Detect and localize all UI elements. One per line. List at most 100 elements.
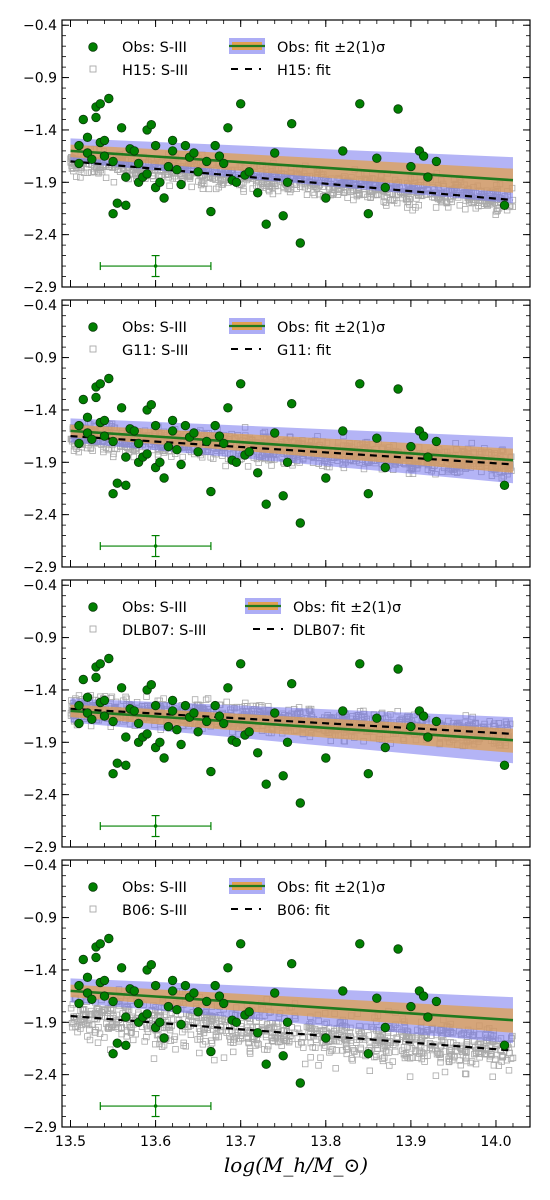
- model-point: [187, 1013, 195, 1020]
- model-point: [432, 1072, 440, 1079]
- model-point: [101, 1034, 108, 1041]
- model-point: [202, 696, 210, 703]
- obs-point: [287, 399, 297, 409]
- model-point: [70, 1020, 77, 1027]
- obs-point: [338, 986, 348, 996]
- model-point: [343, 1050, 350, 1058]
- obs-point: [108, 489, 118, 499]
- model-point: [411, 1041, 419, 1048]
- model-point: [160, 1024, 168, 1032]
- model-point: [330, 1038, 338, 1045]
- model-point: [102, 1006, 109, 1014]
- obs-point: [406, 1001, 416, 1012]
- model-point: [203, 1017, 211, 1024]
- obs-point: [372, 713, 382, 723]
- model-point: [170, 1016, 177, 1023]
- y-tick-label: −1.9: [23, 735, 57, 751]
- model-point: [489, 1073, 496, 1080]
- model-point: [104, 1025, 112, 1032]
- obs-point: [355, 99, 365, 109]
- model-point: [315, 190, 323, 198]
- model-point: [255, 459, 262, 466]
- obs-point: [176, 1019, 186, 1030]
- model-point: [244, 1035, 252, 1042]
- model-point: [452, 1048, 460, 1055]
- model-point: [258, 180, 266, 187]
- model-point: [415, 201, 422, 209]
- model-point: [166, 182, 173, 189]
- model-point: [437, 196, 444, 204]
- obs-point: [121, 480, 131, 491]
- model-point: [158, 1043, 166, 1050]
- model-point: [374, 1045, 381, 1052]
- obs-point: [261, 779, 271, 789]
- obs-point: [167, 426, 178, 436]
- obs-point: [253, 188, 263, 198]
- obs-point: [74, 980, 84, 991]
- obs-point: [355, 659, 365, 669]
- model-point: [195, 178, 202, 185]
- obs-fit-line: [70, 709, 514, 742]
- model-point: [77, 174, 84, 181]
- obs-point: [112, 1038, 123, 1048]
- obs-point: [418, 991, 429, 1001]
- obs-point: [218, 718, 229, 729]
- model-point: [401, 1054, 409, 1062]
- obs-point: [99, 711, 110, 721]
- obs-point: [129, 426, 140, 436]
- obs-point: [87, 714, 97, 725]
- obs-point: [172, 164, 182, 175]
- obs-point: [163, 1001, 174, 1012]
- obs-point: [180, 140, 191, 151]
- model-point: [499, 1053, 507, 1060]
- obs-point: [189, 148, 199, 158]
- model-point: [400, 1044, 408, 1051]
- model-point: [434, 1049, 442, 1057]
- obs-point: [393, 664, 403, 674]
- model-point: [229, 1048, 237, 1056]
- model-point: [219, 181, 226, 188]
- y-tick-label: −2.9: [23, 840, 57, 856]
- obs-point: [108, 769, 118, 779]
- obs-point: [172, 445, 182, 455]
- model-point: [327, 1047, 335, 1055]
- obs-point: [223, 123, 233, 133]
- obs-point: [270, 148, 280, 158]
- obs-point: [189, 708, 199, 718]
- obs-point: [142, 1009, 152, 1019]
- model-point: [265, 1042, 272, 1050]
- model-point: [329, 1046, 336, 1053]
- model-point: [300, 1044, 307, 1051]
- obs-point: [176, 179, 186, 190]
- x-tick-label: 13.9: [395, 1134, 426, 1150]
- obs-point: [142, 729, 152, 739]
- model-point: [462, 205, 469, 213]
- model-point: [348, 1055, 355, 1062]
- obs-point: [155, 177, 165, 188]
- model-point: [180, 1042, 187, 1049]
- model-point: [509, 203, 516, 210]
- obs-point: [235, 99, 246, 109]
- obs-point: [206, 766, 216, 777]
- obs-point: [74, 140, 84, 151]
- model-point: [451, 1052, 458, 1060]
- obs-point: [338, 706, 348, 716]
- model-point: [94, 1005, 101, 1012]
- legend: Obs: S-III B06: S-III Obs: fit ±2(1)σ B06: …: [88, 878, 385, 919]
- model-point: [127, 1024, 134, 1031]
- obs-point: [163, 161, 174, 172]
- obs-point: [295, 238, 306, 248]
- obs-point: [133, 718, 144, 729]
- obs-fit-line: [70, 429, 514, 462]
- obs-fit-line: [70, 149, 514, 182]
- model-point: [493, 1051, 500, 1059]
- model-point: [240, 188, 247, 195]
- legend-fit-label: Obs: fit ±2(1)σ: [277, 880, 385, 896]
- obs-point: [167, 415, 178, 426]
- legend-model-marker: [89, 345, 97, 353]
- model-point: [233, 1032, 240, 1039]
- model-point: [329, 191, 336, 198]
- model-point: [160, 695, 167, 702]
- legend: Obs: S-III H15: S-III Obs: fit ±2(1)σ H15: …: [88, 38, 385, 79]
